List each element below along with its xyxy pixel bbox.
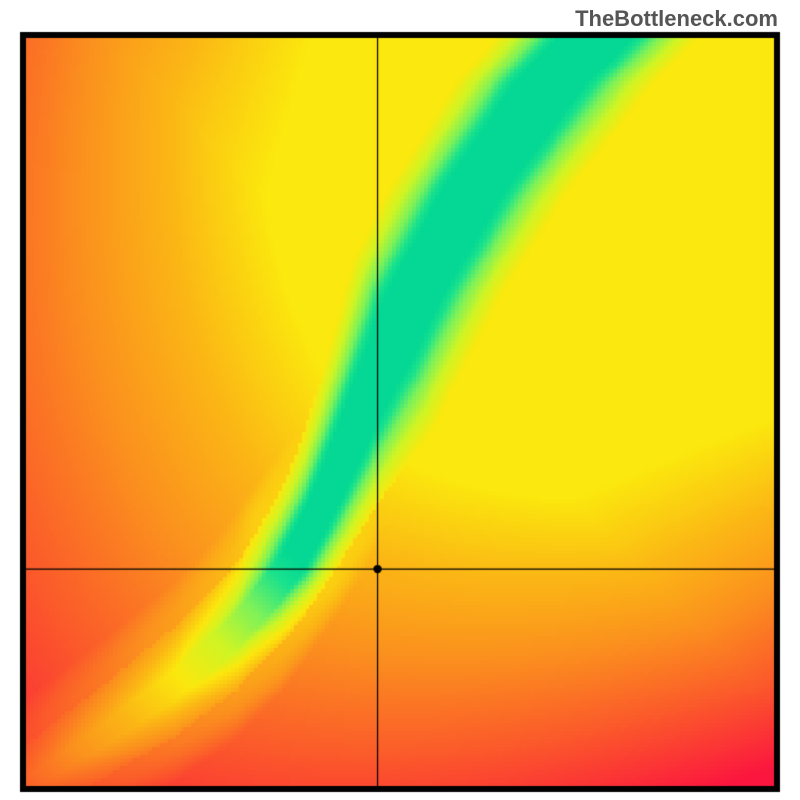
source-watermark: TheBottleneck.com (575, 6, 778, 32)
bottleneck-heatmap (0, 0, 800, 800)
